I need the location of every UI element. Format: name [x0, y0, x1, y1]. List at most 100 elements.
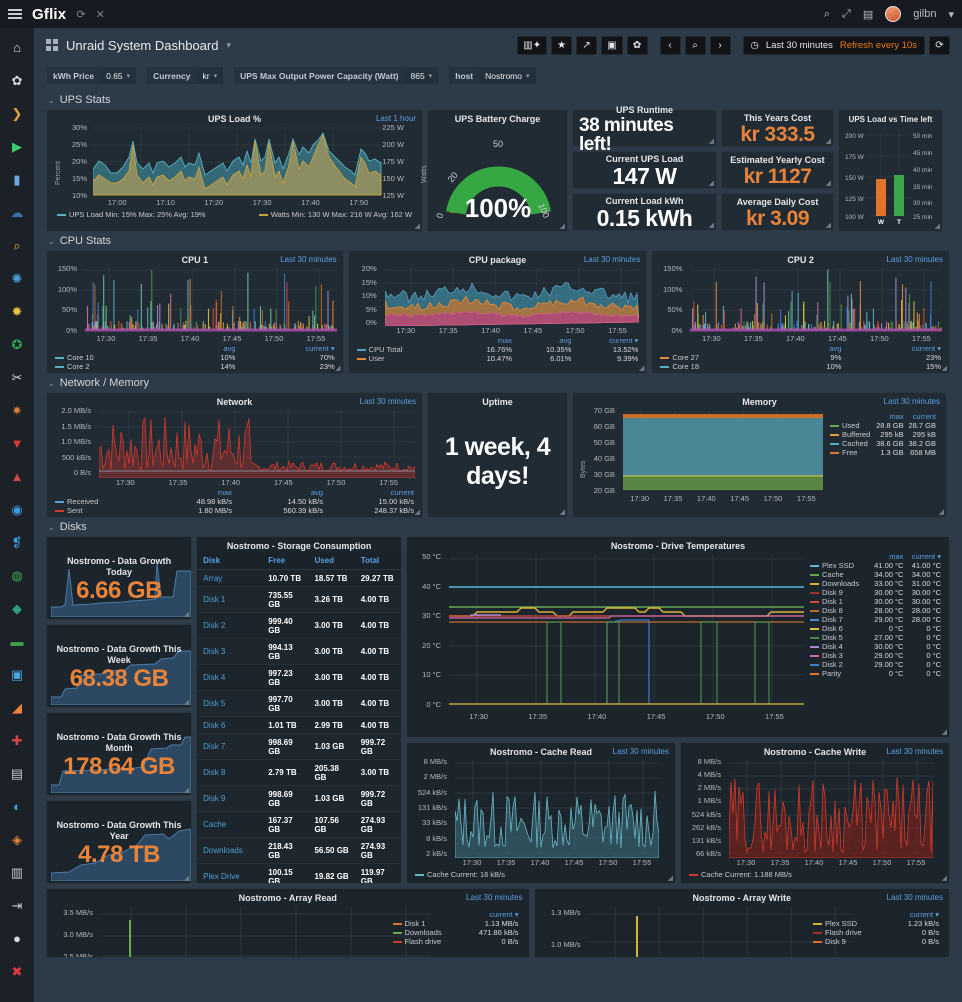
panel-drive-temperatures[interactable]: Nostromo - Drive Temperatures 50 °C 40 °C…	[406, 536, 950, 738]
star-button[interactable]: ★	[551, 35, 573, 55]
panel-cpu2[interactable]: CPU 2 Last 30 minutes 150% 100% 50% 0%	[651, 250, 950, 374]
panel-ups-runtime[interactable]: UPS Runtime 38 minutes left! ◢	[572, 105, 717, 154]
sidebar-item-radarr[interactable]: ✹	[11, 303, 23, 319]
sidebar-item-sonarr[interactable]: ✺	[11, 270, 23, 286]
panel-uptime[interactable]: Uptime 1 week, 4 days! ◢	[427, 392, 568, 518]
panel-growth-today[interactable]: Nostromo - Data Growth Today 6.66 GB ◢	[46, 536, 193, 620]
browser-tab-title[interactable]: Gflix	[32, 5, 67, 23]
panel-growth-year[interactable]: Nostromo - Data Growth This Year 4.78 TB…	[46, 800, 193, 884]
variable-value[interactable]: 0.65 ▾	[106, 70, 131, 81]
sidebar-item-unraid[interactable]: ✷	[11, 402, 23, 418]
resize-handle[interactable]: ◢	[825, 138, 831, 145]
sidebar-item-netdata[interactable]: ◢	[12, 699, 22, 715]
sidebar-item-calibre[interactable]: ▤	[10, 765, 24, 781]
sidebar-item-help[interactable]: ✖	[11, 963, 23, 979]
sidebar-item-duckdns[interactable]: ▬	[10, 633, 24, 649]
sidebar-item-deluge[interactable]: ◉	[11, 501, 23, 517]
sidebar-item-home[interactable]: ⌂	[13, 39, 21, 55]
column-header[interactable]: Used	[308, 552, 355, 570]
row-header-ups[interactable]: ⌄ UPS Stats	[34, 91, 962, 109]
variable-currency[interactable]: Currency kr ▾	[146, 66, 225, 85]
legend-row[interactable]: Disk 3 29.00 °C 0 °C	[808, 651, 943, 660]
resize-handle[interactable]: ◢	[183, 611, 190, 618]
panel-cache-read[interactable]: Nostromo - Cache Read Last 30 minutes 8 …	[406, 742, 676, 884]
sidebar-item-jackett[interactable]: ◆	[12, 600, 22, 616]
sidebar-item-search[interactable]: ⌕	[13, 237, 21, 253]
panel-array-read[interactable]: Nostromo - Array Read Last 30 minutes 3.…	[46, 888, 530, 958]
resize-handle[interactable]: ◢	[708, 180, 714, 187]
panel-time-range[interactable]: Last 30 minutes	[359, 397, 416, 406]
row-header-cpu[interactable]: ⌄ CPU Stats	[34, 232, 962, 250]
legend-row[interactable]: Parity 0 °C 0 °C	[808, 669, 943, 678]
panel-growth-month[interactable]: Nostromo - Data Growth This Month 178.64…	[46, 712, 193, 796]
legend-row[interactable]: Disk 1 30.00 °C 30.00 °C	[808, 597, 943, 606]
panel-memory[interactable]: Memory Last 30 minutes Bytes 70 GB 60 GB 5…	[572, 392, 947, 518]
panel-this-years-cost[interactable]: This Years Cost kr 333.5 ◢	[721, 109, 834, 147]
resize-handle[interactable]: ◢	[559, 223, 565, 230]
legend-row[interactable]: Cache 34.00 °C 34.00 °C	[808, 570, 943, 579]
resize-handle[interactable]: ◢	[708, 138, 714, 145]
panel-growth-week[interactable]: Nostromo - Data Growth This Week 68.38 G…	[46, 624, 193, 708]
share-button[interactable]: ↗	[576, 35, 598, 55]
panel-cache-write[interactable]: Nostromo - Cache Write Last 30 minutes 8…	[680, 742, 950, 884]
resize-handle[interactable]: ◢	[941, 875, 947, 882]
sidebar-item-grafana-alt[interactable]: ◈	[12, 831, 22, 847]
sidebar-item-cloud[interactable]: ☁	[10, 204, 24, 220]
sidebar-item-ombi[interactable]: ❯	[11, 105, 23, 121]
column-header[interactable]: Free	[262, 552, 309, 570]
variable-value[interactable]: Nostromo ▾	[485, 70, 530, 81]
panel-ups-load[interactable]: UPS Load % Last 1 hour Percent Watts 30%…	[46, 109, 428, 232]
search-icon[interactable]: ⌕	[823, 7, 830, 20]
variable-host[interactable]: host Nostromo ▾	[448, 66, 537, 85]
panel-time-range[interactable]: Last 30 minutes	[886, 255, 943, 264]
row-header-network[interactable]: ⌄ Network / Memory	[34, 374, 962, 392]
library-icon[interactable]: ▤	[862, 8, 874, 21]
sidebar-item-photoprism[interactable]: ▣	[10, 666, 24, 682]
panel-estimated-yearly-cost[interactable]: Estimated Yearly Cost kr 1127 ◢	[721, 151, 834, 189]
sidebar-item-bazarr[interactable]: ✂	[11, 369, 23, 385]
panel-time-range[interactable]: Last 30 minutes	[612, 747, 669, 756]
close-icon[interactable]: ✕	[95, 8, 105, 21]
resize-handle[interactable]: ◢	[825, 180, 831, 187]
chevron-down-icon[interactable]: ▾	[226, 39, 231, 50]
panel-time-range[interactable]: Last 1 hour	[375, 114, 416, 123]
panel-network[interactable]: Network Last 30 minutes 2.0 MB/s 1.5 MB/s…	[46, 392, 423, 518]
resize-handle[interactable]: ◢	[667, 875, 673, 882]
add-panel-button[interactable]: ▥✦	[517, 35, 548, 55]
legend-row[interactable]: Disk 8 28.00 °C 28.00 °C	[808, 606, 943, 615]
sidebar-item-lidarr[interactable]: ✪	[11, 336, 23, 352]
settings-button[interactable]: ✿	[626, 35, 648, 55]
sidebar-item-qbittorrent[interactable]: ❡	[11, 534, 23, 550]
column-header[interactable]: Total	[354, 552, 401, 570]
resize-handle[interactable]: ◢	[708, 222, 714, 229]
panel-time-range[interactable]: Last 30 minutes	[466, 893, 523, 902]
resize-handle[interactable]: ◢	[414, 223, 420, 230]
page-title[interactable]: Unraid System Dashboard	[66, 37, 219, 53]
variable-kwh-price[interactable]: kWh Price 0.65 ▾	[46, 66, 138, 85]
resize-handle[interactable]: ◢	[414, 509, 420, 516]
time-range-picker[interactable]: ◷ Last 30 minutes Refresh every 10s	[742, 35, 925, 55]
sidebar-item-logout[interactable]: ⇥	[11, 897, 23, 913]
reload-icon[interactable]: ⟳	[76, 8, 86, 21]
sidebar-item-heimdall[interactable]: ✚	[11, 732, 23, 748]
legend-row[interactable]: Downloads 33.00 °C 31.00 °C	[808, 579, 943, 588]
resize-handle[interactable]: ◢	[934, 223, 940, 230]
panel-array-write[interactable]: Nostromo - Array Write Last 30 minutes 1…	[533, 888, 950, 958]
sidebar-item-nzb[interactable]: ▲	[10, 468, 24, 484]
panel-current-ups-load[interactable]: Current UPS Load 147 W ◢	[572, 151, 717, 189]
fullscreen-icon[interactable]: ⤢	[842, 7, 851, 20]
sidebar-item-github[interactable]: ●	[13, 930, 21, 946]
resize-handle[interactable]: ◢	[938, 509, 944, 516]
legend-row[interactable]: Plex SSD 41.00 °C 41.00 °C	[808, 561, 943, 570]
resize-handle[interactable]: ◢	[183, 699, 190, 706]
variable-ups-max-output[interactable]: UPS Max Output Power Capacity (Watt) 865 ▾	[233, 66, 440, 85]
sidebar-item-settings[interactable]: ✿	[11, 72, 23, 88]
panel-time-range[interactable]: Last 30 minutes	[583, 255, 641, 264]
legend-row[interactable]: Disk 7 29.00 °C 28.00 °C	[808, 615, 943, 624]
column-header[interactable]: Disk	[197, 552, 263, 570]
save-button[interactable]: ▣	[601, 35, 623, 55]
legend-row[interactable]: Disk 6 0 °C 0 °C	[808, 624, 943, 633]
hamburger-menu-icon[interactable]	[8, 9, 22, 19]
panel-storage-consumption[interactable]: Nostromo - Storage Consumption Disk Free U…	[196, 536, 402, 884]
sidebar-item-plex[interactable]: ▶	[12, 138, 22, 154]
